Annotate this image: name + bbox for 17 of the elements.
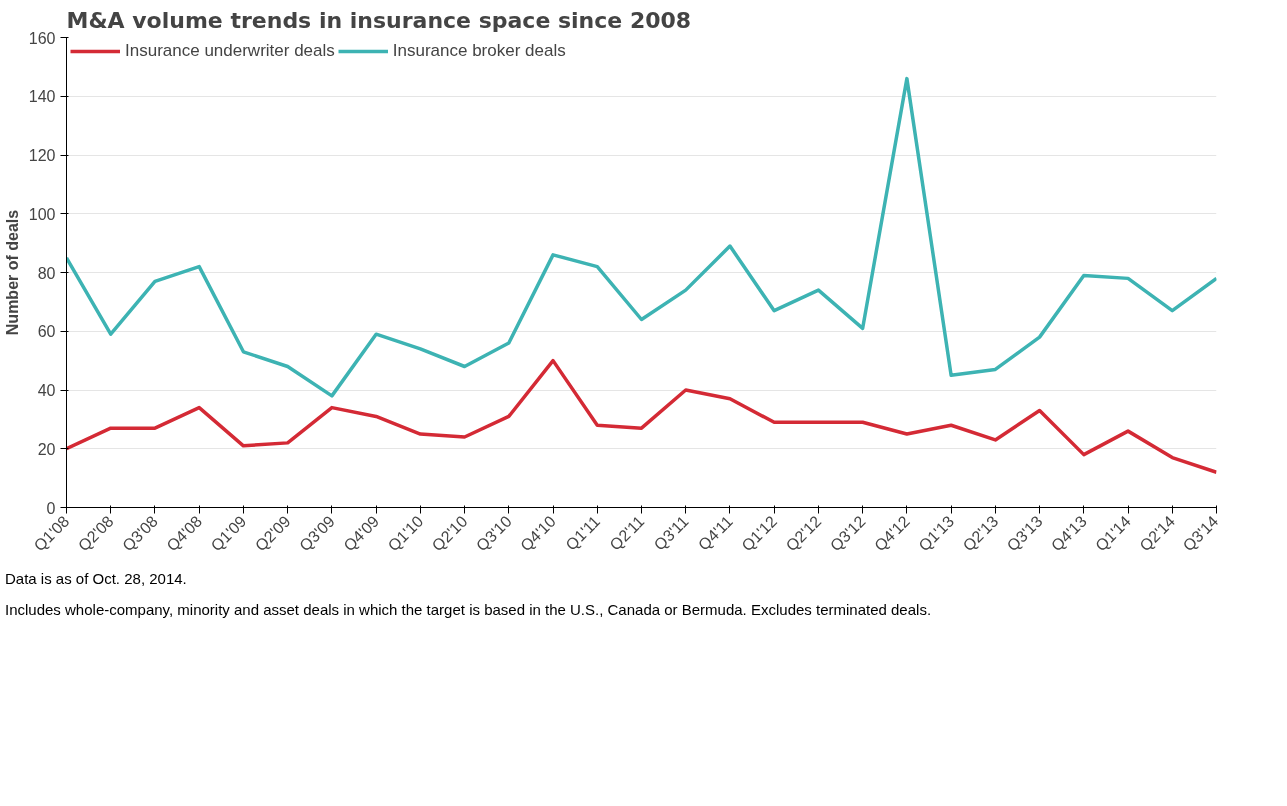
y-tick-label: 0 — [46, 499, 56, 517]
y-tick-label: 100 — [28, 205, 56, 223]
legend-label: Insurance broker deals — [392, 41, 566, 61]
y-tick-label: 20 — [37, 440, 56, 458]
chart-title: M&A volume trends in insurance space since 2008 — [66, 7, 692, 33]
y-tick-label: 120 — [28, 147, 56, 164]
y-tick-label: 160 — [28, 29, 56, 47]
y-tick-label: 60 — [37, 323, 56, 341]
line-series — [66, 76, 1217, 398]
line-series — [66, 358, 1217, 474]
text: Includes whole-company, minority and asset deals in which the target is based in the U.S., Canada or Bermuda. Excludes terminated deals. — [5, 600, 932, 621]
y-tick-label: 40 — [37, 382, 56, 399]
y-axis-title: Number of deals — [3, 209, 21, 336]
y-tick-label: 80 — [37, 264, 56, 282]
legend-label: Insurance underwriter deals — [125, 41, 335, 61]
text: Data is as of Oct. 28, 2014. — [5, 569, 187, 589]
y-tick-label: 140 — [28, 88, 56, 106]
